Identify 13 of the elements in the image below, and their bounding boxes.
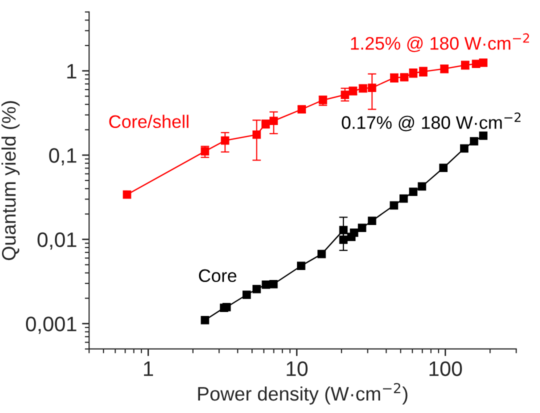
annotation: 0.17% @ 180 W·cm$^{−2}$ [342,112,520,132]
x-tick-label: 100 [430,361,462,376]
y-axis-title: Quantum yield (%) [1,101,20,260]
x-tick-label: 10 [286,361,308,376]
annotation: 1.25% @ 180 W·cm$^{−2}$ [351,33,530,52]
x-tick-label: 1 [144,362,153,376]
x-axis-title: Power density (W·cm$^{−2}$) [198,382,408,405]
y-tick-label: 0,001 [26,316,76,334]
y-tick-label: 1 [67,64,76,78]
annotation: Core/shell [109,114,188,128]
annotation: Core [198,269,236,282]
y-tick-label: 0,01 [38,232,76,250]
y-tick-label: 0,1 [49,148,76,166]
